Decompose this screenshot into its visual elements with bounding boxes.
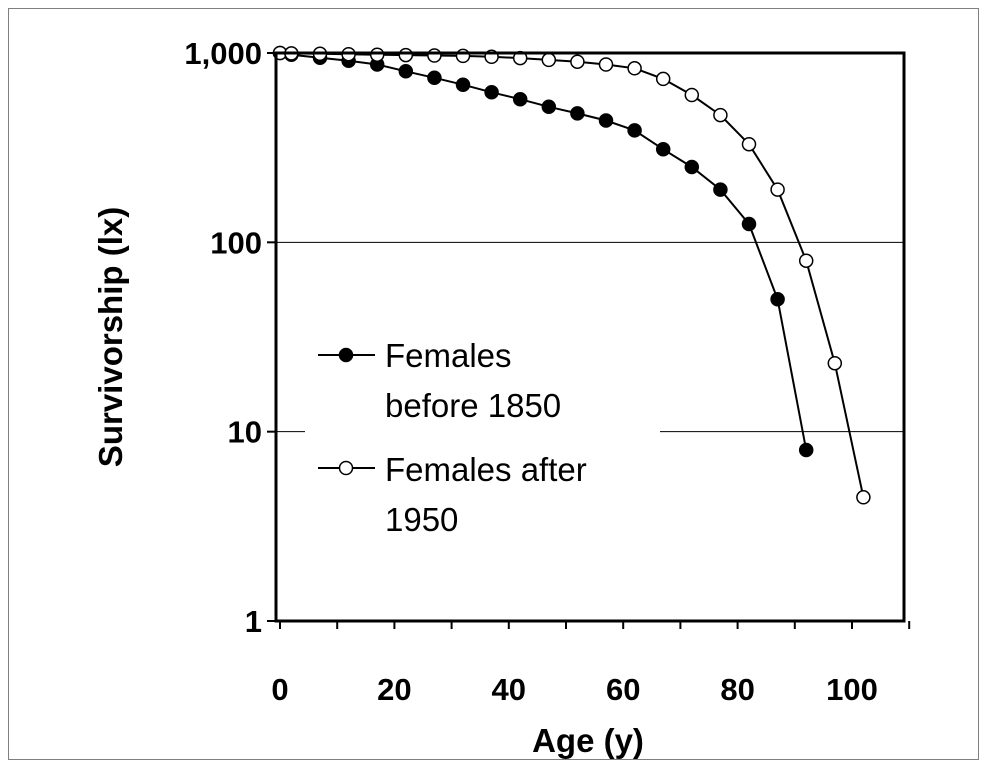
legend-label: Females	[385, 337, 512, 374]
data-point	[484, 85, 499, 100]
data-point	[713, 182, 728, 197]
data-point	[570, 106, 585, 121]
data-point	[427, 70, 442, 86]
data-point	[741, 216, 757, 232]
legend-label: 1950	[385, 501, 458, 538]
data-point	[369, 47, 385, 62]
y-axis-title: Survivorship (lx)	[92, 207, 129, 467]
legend-marker	[338, 347, 354, 363]
data-point	[770, 292, 785, 307]
data-point	[655, 71, 671, 87]
data-point	[798, 253, 814, 268]
data-point	[398, 64, 414, 79]
data-point	[455, 48, 471, 64]
data-point	[570, 54, 585, 69]
y-tick-label: 100	[210, 225, 262, 260]
data-point	[798, 442, 814, 458]
x-tick-label: 100	[826, 672, 878, 707]
data-point	[627, 61, 642, 76]
x-tick-label: 60	[606, 672, 640, 707]
plot-area-border	[274, 51, 906, 623]
axis-labels: 0 20 40 60 80 100 1 10 100 1,000	[184, 36, 877, 707]
legend: Females before 1850 Females after 1950	[305, 330, 660, 560]
data-point	[655, 142, 671, 157]
y-tick-label: 1,000	[184, 36, 262, 71]
data-point	[455, 77, 471, 92]
data-point	[856, 490, 871, 505]
data-point	[741, 136, 757, 152]
data-point	[512, 91, 528, 107]
x-tick-label: 40	[492, 672, 526, 707]
legend-label: Females after	[385, 451, 587, 488]
data-point	[827, 355, 843, 371]
data-point	[541, 52, 557, 68]
data-point	[541, 99, 557, 115]
data-point	[627, 123, 642, 138]
y-tick-label: 1	[245, 604, 262, 639]
legend-label: before 1850	[385, 387, 561, 424]
x-tick-label: 20	[377, 672, 411, 707]
legend-background	[305, 330, 660, 560]
data-point	[598, 113, 614, 128]
data-point	[770, 182, 785, 197]
x-axis-title: Age (y)	[532, 722, 644, 759]
data-point	[598, 57, 614, 72]
legend-marker	[338, 460, 354, 476]
y-tick-label: 10	[228, 415, 262, 450]
data-point	[684, 159, 700, 175]
data-point	[684, 87, 700, 103]
data-point	[398, 47, 414, 63]
x-tick-label: 80	[720, 672, 754, 707]
data-point	[713, 107, 728, 123]
axis-ticks	[267, 52, 911, 629]
data-point	[427, 48, 442, 63]
x-tick-label: 0	[271, 672, 288, 707]
